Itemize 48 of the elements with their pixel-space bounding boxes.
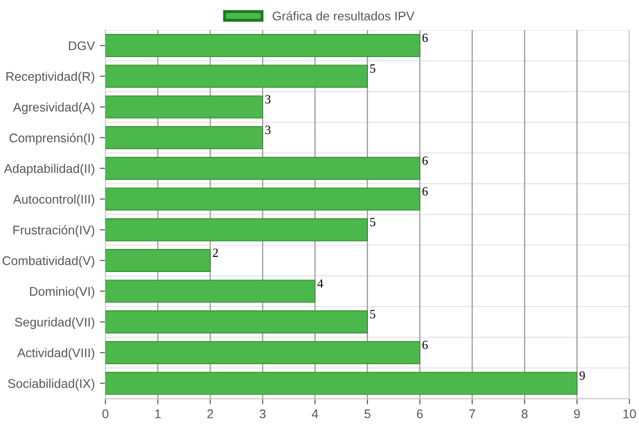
x-tick-label: 0 xyxy=(102,409,108,418)
bar xyxy=(105,249,211,272)
x-tick-label: 7 xyxy=(469,410,476,418)
y-tick-label: Autocontrol(III) xyxy=(13,194,94,206)
y-tick-label: DGV xyxy=(68,41,95,50)
data-label: 5 xyxy=(370,218,376,226)
bar xyxy=(105,156,420,180)
y-tick-label: Seguridad(VII) xyxy=(14,317,94,330)
x-tick-label: 8 xyxy=(522,409,528,418)
y-tick-label: Sociabilidad(IX) xyxy=(8,378,94,390)
y-tick-label: Agresividad(A) xyxy=(13,102,94,114)
y-tick-label: Actividad(VIII) xyxy=(17,348,94,360)
data-label: 5 xyxy=(370,310,376,318)
data-label: 5 xyxy=(370,64,376,73)
bar xyxy=(105,126,264,150)
data-label: 6 xyxy=(422,156,428,165)
data-label: 3 xyxy=(265,95,270,104)
y-tick-label: Adaptabilidad(II) xyxy=(4,164,94,176)
x-tick-label: 3 xyxy=(260,409,266,418)
data-label: 6 xyxy=(422,34,428,42)
legend-label: Gráfica de resultados IPV xyxy=(272,11,414,20)
bar xyxy=(105,188,420,211)
bar xyxy=(105,64,368,88)
y-tick-label: Combatividad(V) xyxy=(2,256,94,268)
x-tick-label: 9 xyxy=(574,409,580,418)
data-label: 6 xyxy=(422,187,428,196)
bar xyxy=(105,372,578,395)
y-tick-label: Frustración(IV) xyxy=(13,225,94,237)
bar xyxy=(105,34,420,57)
data-label: 2 xyxy=(212,248,218,257)
x-tick-label: 1 xyxy=(155,410,161,418)
data-label: 6 xyxy=(422,340,428,350)
bar xyxy=(105,95,264,118)
y-tick-label: Dominio(VI) xyxy=(30,286,94,298)
data-label: 3 xyxy=(265,126,270,134)
bar xyxy=(105,280,316,303)
y-tick-label: Comprensión(I) xyxy=(10,133,94,145)
x-tick-label: 4 xyxy=(312,410,318,418)
x-tick-label: 6 xyxy=(416,409,423,418)
x-tick-label: 5 xyxy=(364,410,370,418)
data-label: 9 xyxy=(580,371,585,380)
x-tick-label: 2 xyxy=(207,409,214,418)
bar xyxy=(105,218,368,242)
x-tick-label: 10 xyxy=(623,409,636,418)
data-label: 4 xyxy=(317,279,324,288)
bar xyxy=(105,310,368,334)
y-tick-label: Receptividad(R) xyxy=(6,72,94,84)
bar xyxy=(105,341,420,364)
